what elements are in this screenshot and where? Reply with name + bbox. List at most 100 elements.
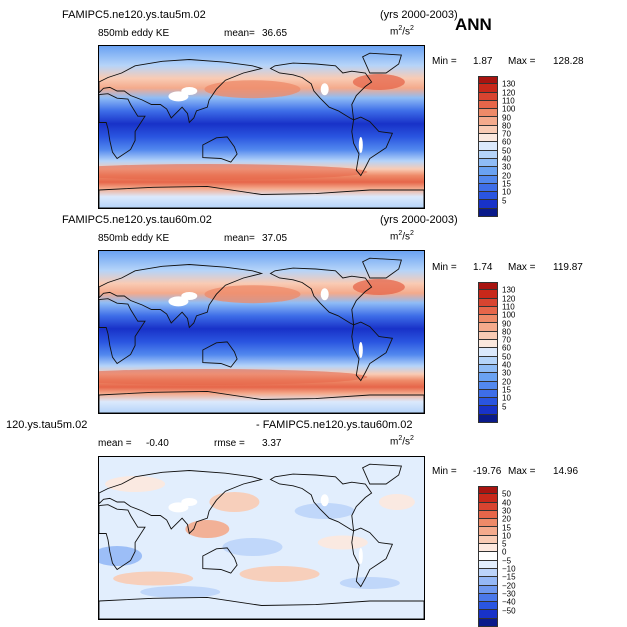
panel2-colorbar-tick-label: 120 [502,294,516,304]
panel3-title-left: 120.ys.tau5m.02 [6,419,88,431]
panel3-rmse-label: rmse = [214,438,245,449]
panel3-colorbar-swatch [478,486,498,495]
panel3-colorbar-swatch [478,510,498,520]
panel3-colorbar-swatch [478,544,498,553]
panel2-colorbar-swatch [478,282,498,291]
panel2-storm-track [352,279,405,295]
panel3-colorbar-tick-label: 10 [502,531,511,541]
panel2-colorbar-tick-label: 90 [502,319,511,328]
panel1-storm-track [352,74,405,90]
panel1-colorbar-swatch [478,150,498,159]
panel3-anomaly-patch [239,566,320,582]
panel3-coastline [99,470,264,535]
panel1-max-label: Max = [508,56,536,67]
units-slash: /s [402,436,411,448]
panel2-coastline [269,267,373,326]
panel2-storm-track [99,369,368,385]
panel2-colorbar-tick-label: 20 [502,377,511,387]
season-label: ANN [455,15,492,34]
units-slash: /s [402,231,411,243]
units-exp: 2 [410,230,414,237]
panel2-colorbar-swatch [478,414,498,424]
panel3-rmse-value: 3.37 [262,438,282,449]
panel1-colorbar-swatch [478,134,498,143]
panel2-colorbar-tick-label: 5 [502,402,507,411]
units-base: m [390,26,399,38]
panel3-colorbar-swatch [478,585,498,594]
panel3-colorbar-tick-label: −50 [502,606,516,615]
units-exp: 2 [410,25,414,32]
panel1-coastline [202,136,238,163]
panel3-coastline [202,547,238,574]
panel2-colorbar-tick-label: 15 [502,385,511,395]
panel1-title: FAMIPC5.ne120.ys.tau5m.02 [62,9,206,21]
panel1-max-value: 128.28 [553,56,584,67]
panel2-colorbar-swatch [478,315,498,324]
panel1-storm-track [99,164,368,180]
panel2-colorbar-swatch [478,356,498,365]
panel3-colorbar-tick-label: 30 [502,506,511,516]
panel1-colorbar-swatch [478,183,498,193]
panel1-colorbar-tick-label: 10 [502,187,511,197]
panel1-coastline [99,59,264,124]
panel2-coastline [99,390,424,413]
panel3-colorbar-swatch [478,502,498,511]
panel3-terrain-mask [320,494,329,507]
panel1-field: 850mb eddy KE [98,28,170,39]
panel2-mean-value: 37.05 [262,233,288,244]
panel2-terrain-mask [181,292,198,300]
panel1-colorbar-swatch [478,200,498,209]
units-exp: 2 [398,435,403,442]
panel1-colorbar-swatch [478,142,498,151]
panel2-terrain-mask [320,288,329,301]
panel3-min-value: -19.76 [473,466,502,477]
panel3-colorbar-tick-label: 20 [502,514,511,524]
panel1-years: (yrs 2000-2003) [380,9,458,21]
panel2-colorbar-swatch [478,381,498,390]
panel1-colorbar-tick-label: 40 [502,154,511,164]
panel1-coastline [99,185,424,208]
panel3-colorbar-swatch [478,527,498,536]
panel2-map-field [99,251,424,413]
panel2-colorbar-tick-label: 70 [502,335,511,345]
units-exp: 2 [410,435,414,442]
panel2-terrain-mask [358,342,363,358]
panel1-colorbar-swatch [478,192,498,201]
panel1-mean-label: mean= [224,28,255,39]
panel2-colorbar-tick-label: 100 [502,310,516,320]
panel1-units: m2/s2 [390,25,414,37]
panel1-colorbar-tick-label: 30 [502,162,511,172]
panel3-colorbar-tick-label: −10 [502,564,516,574]
panel3-coastline [99,596,424,619]
panel3-colorbar-tick-label: 5 [502,539,507,549]
panel2-field: 850mb eddy KE [98,233,170,244]
panel3-colorbar-tick-label: −20 [502,581,516,591]
panel1-colorbar-tick-label: 5 [502,196,507,205]
panel3-anomaly-patch [378,494,415,510]
panel3-colorbar-tick-label: 40 [502,498,511,508]
panel1-terrain-mask [320,83,329,96]
panel3-colorbar-swatch [478,494,498,503]
panel2-colorbar-tick-label: 10 [502,393,511,403]
panel2-coastline [202,341,238,368]
panel2-colorbar-tick-label: 40 [502,360,511,370]
units-exp: 2 [398,25,403,32]
panel2-colorbar-swatch [478,306,498,316]
panel2-title: FAMIPC5.ne120.ys.tau60m.02 [62,214,212,226]
panel3-coastline [269,473,373,532]
panel3-title-right: - FAMIPC5.ne120.ys.tau60m.02 [256,419,413,431]
panel1-min-label: Min = [432,56,457,67]
panel1-colorbar-tick-label: 60 [502,137,511,147]
panel2-terrain-mask [168,296,189,307]
panel3-colorbar-tick-label: −15 [502,572,516,582]
panel1-colorbar-tick-label: 100 [502,104,516,114]
panel2-colorbar-swatch [478,340,498,349]
panel3-anomaly-patch [185,520,230,538]
panel1-colorbar-tick-label: 15 [502,179,511,189]
panel3-max-label: Max = [508,466,536,477]
panel2-colorbar-swatch [478,323,498,332]
panel3-colorbar-swatch [478,535,498,545]
panel1-terrain-mask [181,87,198,95]
panel3-terrain-mask [168,502,189,513]
panel2-units: m2/s2 [390,230,414,242]
